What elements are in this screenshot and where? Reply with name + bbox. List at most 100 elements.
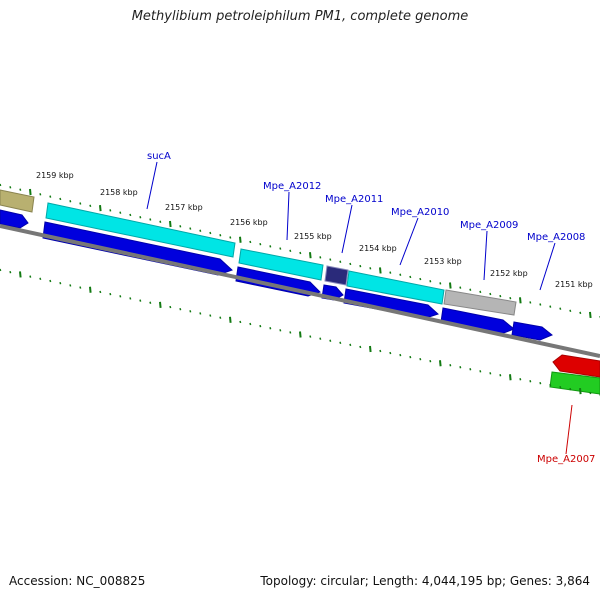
minor-tick xyxy=(389,271,392,274)
minor-tick xyxy=(479,370,482,373)
minor-tick xyxy=(149,301,152,304)
gene-label-mpe-a2009[interactable]: Mpe_A2009 xyxy=(460,220,518,231)
minor-tick xyxy=(129,297,132,300)
feature-mpe-a2009[interactable] xyxy=(443,289,517,316)
minor-tick xyxy=(159,220,162,223)
feature-olive-block[interactable] xyxy=(0,189,35,213)
accession-text: Accession: NC_008825 xyxy=(9,574,146,588)
major-tick xyxy=(449,282,452,289)
minor-tick xyxy=(419,357,422,361)
minor-tick xyxy=(549,305,552,308)
minor-tick xyxy=(239,320,242,324)
major-tick xyxy=(589,311,592,319)
minor-tick xyxy=(119,211,122,214)
minor-tick xyxy=(409,355,412,359)
feature-track xyxy=(0,189,517,316)
gene-label-mpe-a2007[interactable]: Mpe_A2007 xyxy=(537,454,595,465)
minor-tick xyxy=(449,364,452,367)
minor-tick xyxy=(499,374,502,377)
outer-tick-ring xyxy=(0,183,600,319)
genome-axis xyxy=(0,224,600,358)
minor-tick xyxy=(59,282,62,285)
cds-arrow-left[interactable] xyxy=(0,209,29,229)
cds-arrow-mpe-a2008[interactable] xyxy=(511,321,553,341)
feature-mpe-a2010[interactable] xyxy=(346,270,445,305)
minor-tick xyxy=(509,297,512,300)
reverse-green-block[interactable] xyxy=(549,371,600,395)
gene-label-suca[interactable]: sucA xyxy=(147,151,171,162)
minor-tick xyxy=(169,305,172,309)
major-tick xyxy=(299,331,302,338)
major-tick xyxy=(439,360,442,367)
major-tick xyxy=(509,374,512,381)
minor-tick xyxy=(259,242,262,246)
minor-tick xyxy=(539,303,542,306)
minor-tick xyxy=(579,311,582,315)
minor-tick xyxy=(279,247,282,250)
minor-tick xyxy=(229,236,232,239)
feature-mpe-a2011[interactable] xyxy=(324,265,349,286)
gene-label-mpe-a2010[interactable]: Mpe_A2010 xyxy=(391,207,449,218)
minor-tick xyxy=(319,256,322,259)
tick-label-2154: 2154 kbp xyxy=(359,244,397,253)
major-tick xyxy=(159,301,162,308)
minor-tick xyxy=(9,270,12,274)
minor-tick xyxy=(339,341,342,345)
minor-tick xyxy=(99,290,102,294)
feature-suca[interactable] xyxy=(45,202,236,258)
gene-label-mpe-a2008[interactable]: Mpe_A2008 xyxy=(527,232,585,243)
minor-tick xyxy=(149,218,152,221)
minor-tick xyxy=(279,329,282,332)
minor-tick xyxy=(589,391,592,395)
minor-tick xyxy=(459,366,462,369)
minor-tick xyxy=(0,183,2,187)
major-tick xyxy=(89,286,92,293)
minor-tick xyxy=(209,231,212,235)
minor-tick xyxy=(539,382,542,385)
minor-tick xyxy=(289,331,292,334)
minor-tick xyxy=(299,251,302,255)
minor-tick xyxy=(179,307,182,311)
minor-tick xyxy=(559,307,562,310)
minor-tick xyxy=(139,299,142,302)
gene-label-mpe-a2012[interactable]: Mpe_A2012 xyxy=(263,181,321,192)
minor-tick xyxy=(109,292,112,296)
leader-mpe-a2009 xyxy=(483,230,488,281)
minor-tick xyxy=(489,292,492,296)
tick-label-2159: 2159 kbp xyxy=(36,171,74,180)
minor-tick xyxy=(519,378,522,381)
reverse-red-arrow[interactable] xyxy=(552,354,600,378)
minor-tick xyxy=(329,258,332,261)
leader-mpe-a2010 xyxy=(399,217,419,266)
minor-tick xyxy=(19,188,22,191)
tick-label-2153: 2153 kbp xyxy=(424,257,462,266)
minor-tick xyxy=(569,309,572,312)
map-title: Methylibium petroleiphilum PM1, complete… xyxy=(131,9,469,24)
minor-tick xyxy=(49,195,52,198)
minor-tick xyxy=(219,316,222,319)
minor-tick xyxy=(569,387,572,391)
minor-tick xyxy=(459,286,462,289)
minor-tick xyxy=(559,385,562,389)
minor-tick xyxy=(429,280,432,283)
minor-tick xyxy=(39,193,42,196)
minor-tick xyxy=(349,262,352,266)
inner-tick-ring xyxy=(0,268,600,397)
gene-label-mpe-a2011[interactable]: Mpe_A2011 xyxy=(325,194,383,205)
major-tick xyxy=(169,220,172,228)
minor-tick xyxy=(399,273,402,276)
minor-tick xyxy=(179,225,182,228)
minor-tick xyxy=(219,234,222,237)
minor-tick xyxy=(189,310,192,313)
minor-tick xyxy=(339,260,342,263)
tick-label-2151: 2151 kbp xyxy=(555,280,593,289)
minor-tick xyxy=(129,213,132,217)
tick-label-2152: 2152 kbp xyxy=(490,269,528,278)
minor-tick xyxy=(479,290,482,294)
minor-tick xyxy=(469,368,472,371)
minor-tick xyxy=(439,282,442,285)
feature-mpe-a2012[interactable] xyxy=(238,248,324,281)
minor-tick xyxy=(69,200,72,203)
minor-tick xyxy=(9,186,12,189)
